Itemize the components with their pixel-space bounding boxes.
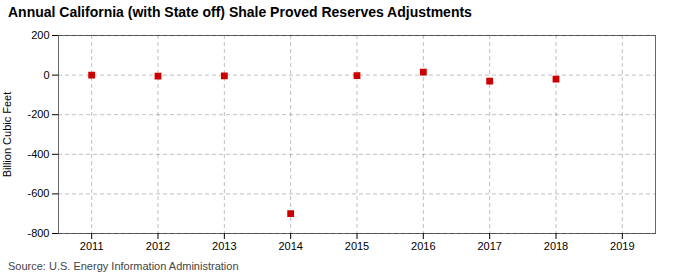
svg-text:2012: 2012 — [146, 240, 170, 252]
svg-text:2017: 2017 — [477, 240, 501, 252]
svg-text:-400: -400 — [27, 148, 49, 160]
svg-text:0: 0 — [43, 69, 49, 81]
svg-text:2013: 2013 — [212, 240, 236, 252]
svg-text:2015: 2015 — [345, 240, 369, 252]
svg-text:-600: -600 — [27, 187, 49, 199]
svg-text:2016: 2016 — [411, 240, 435, 252]
svg-text:200: 200 — [31, 29, 49, 41]
svg-text:2019: 2019 — [610, 240, 634, 252]
svg-text:2018: 2018 — [544, 240, 568, 252]
html-text:Annual California (with State: Annual California (with State off) Shale… — [8, 4, 472, 20]
svg-text:-200: -200 — [27, 108, 49, 120]
svg-text:-800: -800 — [27, 227, 49, 239]
svg-text:Billion Cubic Feet: Billion Cubic Feet — [1, 92, 13, 178]
svg-text:2014: 2014 — [278, 240, 302, 252]
svg-text:2011: 2011 — [80, 240, 104, 252]
html-text:Source: U.S. Energy Informatio: Source: U.S. Energy Information Administ… — [8, 260, 239, 272]
